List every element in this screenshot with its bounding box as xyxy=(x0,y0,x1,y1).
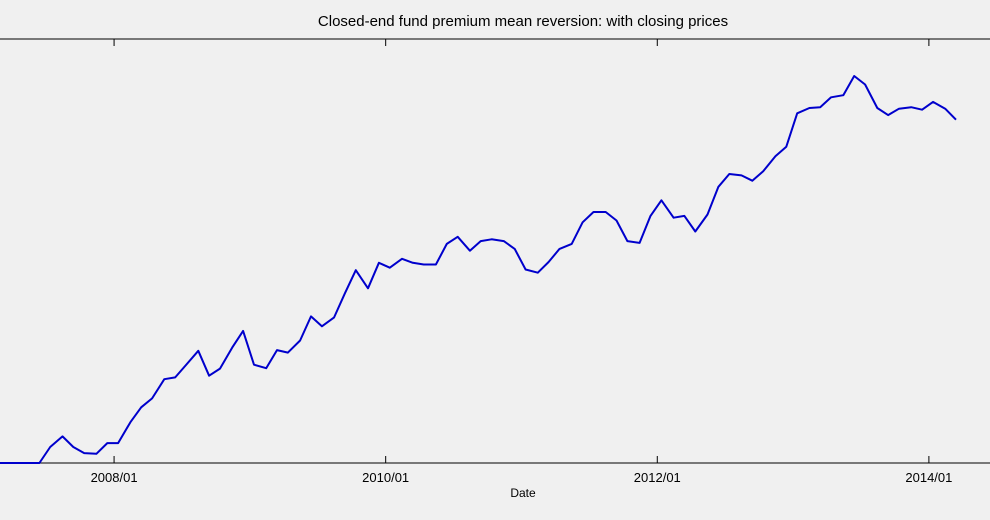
series-layer xyxy=(0,75,957,464)
chart-title: Closed-end fund premium mean reversion: … xyxy=(318,13,728,30)
x-tick-labels: 2008/01 2010/01 2012/01 2014/01 xyxy=(91,470,953,485)
x-tick-label: 2014/01 xyxy=(905,470,952,485)
x-tick-label: 2012/01 xyxy=(634,470,681,485)
series-line xyxy=(0,75,957,464)
x-ticks xyxy=(113,39,930,463)
plot-axes: 2008/01 2010/01 2012/01 2014/01 xyxy=(0,38,990,485)
x-axis-label: Date xyxy=(510,486,536,500)
x-tick-label: 2008/01 xyxy=(91,470,138,485)
x-tick-label: 2010/01 xyxy=(362,470,409,485)
